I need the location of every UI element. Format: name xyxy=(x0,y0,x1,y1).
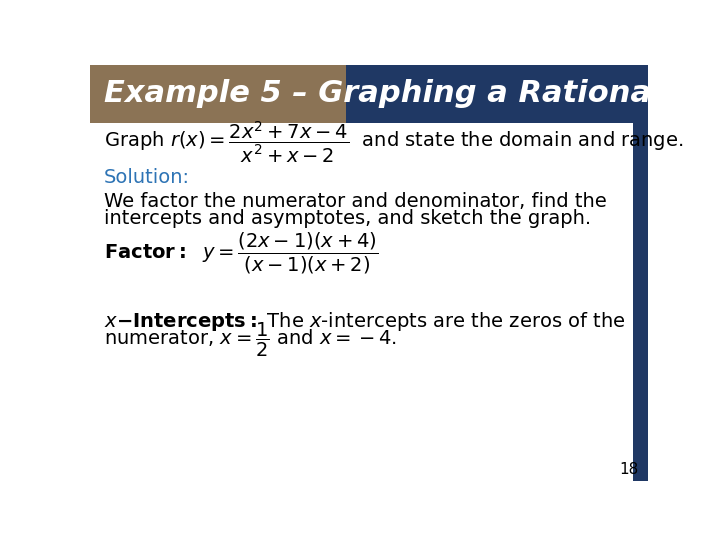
Bar xyxy=(90,65,346,123)
Text: 18: 18 xyxy=(619,462,638,477)
Text: Solution:: Solution: xyxy=(104,168,190,187)
Text: Graph $r(x) = \dfrac{2x^2 + 7x - 4}{x^2 + x - 2}$  and state the domain and rang: Graph $r(x) = \dfrac{2x^2 + 7x - 4}{x^2 … xyxy=(104,119,683,165)
Text: numerator, $x = \dfrac{1}{2}$ and $x = -4$.: numerator, $x = \dfrac{1}{2}$ and $x = -… xyxy=(104,321,397,359)
Text: intercepts and asymptotes, and sketch the graph.: intercepts and asymptotes, and sketch th… xyxy=(104,208,591,227)
Bar xyxy=(632,123,648,481)
Text: $\mathit{x}$$\mathbf{-Intercepts:}$ The $x$-intercepts are the zeros of the: $\mathit{x}$$\mathbf{-Intercepts:}$ The … xyxy=(104,310,626,333)
Text: $\mathbf{Factor:}$  $y = \dfrac{(2x-1)(x+4)}{(x-1)(x+2)}$: $\mathbf{Factor:}$ $y = \dfrac{(2x-1)(x+… xyxy=(104,231,378,276)
Text: Example 5 – Graphing a Rational Function: Example 5 – Graphing a Rational Function xyxy=(104,79,720,108)
Bar xyxy=(346,65,648,123)
Text: We factor the numerator and denominator, find the: We factor the numerator and denominator,… xyxy=(104,192,607,211)
